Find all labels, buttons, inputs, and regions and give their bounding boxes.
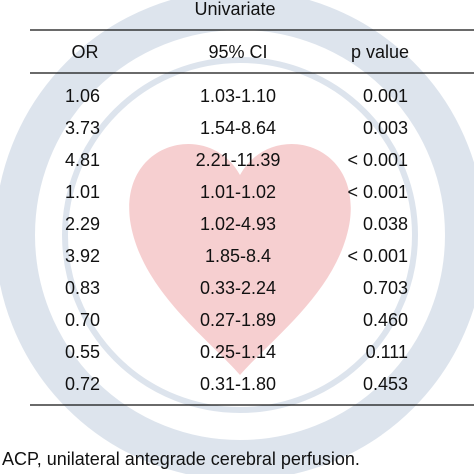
table-cell: 0.83	[65, 278, 100, 298]
table-cell: 0.001	[363, 86, 408, 106]
table-cell: 1.01	[65, 182, 100, 202]
table-cell: 2.29	[65, 214, 100, 234]
column-header: 95% CI	[208, 42, 267, 62]
table-cell: 1.01-1.02	[200, 182, 276, 202]
table-cell: 2.21-11.39	[196, 150, 281, 170]
table-cell: 1.85-8.4	[205, 246, 271, 266]
table-cell: < 0.001	[347, 150, 408, 170]
table-body: 1.06 1.03-1.10 0.001 3.73 1.54-8.64 0.003 4.81…	[65, 86, 408, 394]
table-cell: 0.33-2.24	[200, 278, 276, 298]
table-cell: 1.54-8.64	[200, 118, 276, 138]
table-cell: 0.27-1.89	[200, 310, 276, 330]
table-cell: 0.453	[363, 374, 408, 394]
table-cell: 1.03-1.10	[200, 86, 276, 106]
table-cell: 0.003	[363, 118, 408, 138]
table-cell: 0.25-1.14	[200, 342, 276, 362]
column-header: p value	[351, 42, 409, 62]
footnote: ACP, unilateral antegrade cerebral perfu…	[2, 449, 360, 469]
table-cell: 1.06	[65, 86, 100, 106]
table-cell: 0.038	[363, 214, 408, 234]
table-cell: < 0.001	[347, 246, 408, 266]
watermark-inner-ring	[62, 57, 418, 413]
table-cell: 3.92	[65, 246, 100, 266]
table-cell: 0.460	[363, 310, 408, 330]
table-cell: 0.72	[65, 374, 100, 394]
watermark-heart	[129, 143, 351, 375]
table-cell: 3.73	[65, 118, 100, 138]
table-cell: 1.02-4.93	[200, 214, 276, 234]
table-cell: 0.70	[65, 310, 100, 330]
table-cell: 4.81	[65, 150, 100, 170]
table-cell: 0.111	[366, 342, 408, 362]
table-cell: < 0.001	[347, 182, 408, 202]
table-cell: 0.31-1.80	[200, 374, 276, 394]
table-cell: 0.55	[65, 342, 100, 362]
column-header: OR	[72, 42, 99, 62]
group-header: Univariate	[194, 0, 275, 19]
table-cell: 0.703	[363, 278, 408, 298]
